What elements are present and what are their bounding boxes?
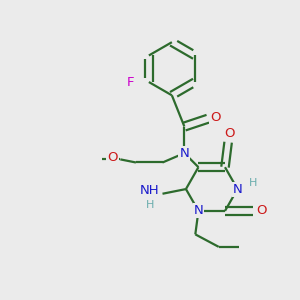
Text: N: N xyxy=(194,204,203,218)
Text: O: O xyxy=(224,127,234,140)
Text: O: O xyxy=(256,204,267,218)
Text: O: O xyxy=(107,151,118,164)
Text: N: N xyxy=(179,147,189,160)
Text: N: N xyxy=(232,183,242,196)
Text: H: H xyxy=(146,200,154,210)
Text: H: H xyxy=(249,178,257,188)
Text: F: F xyxy=(127,76,134,88)
Text: NH: NH xyxy=(140,184,160,196)
Text: O: O xyxy=(210,111,221,124)
